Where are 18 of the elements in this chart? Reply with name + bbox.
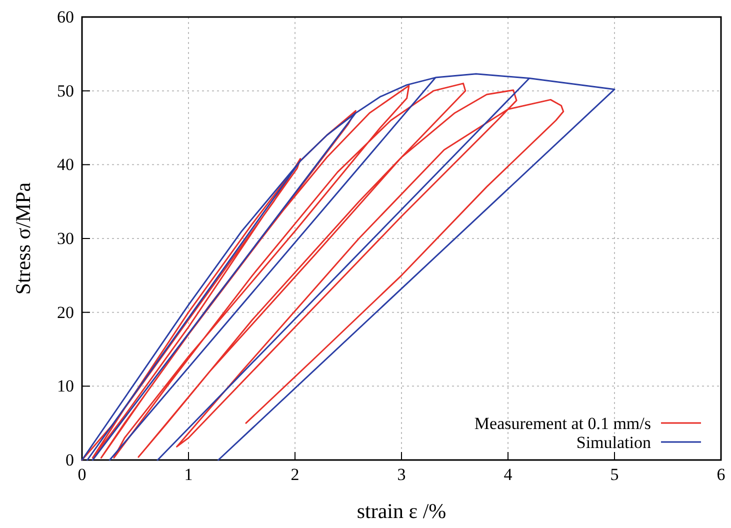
x-tick-label: 3 [397,465,406,484]
legend-label: Measurement at 0.1 mm/s [474,414,651,433]
legend-label: Simulation [576,432,652,452]
x-tick-label: 4 [504,465,513,484]
y-tick-label: 0 [66,450,74,470]
x-tick-label: 5 [610,465,619,484]
x-tick-label: 0 [78,465,86,484]
x-axis-title: strain ε /% [356,499,446,523]
x-tick-label: 1 [184,465,193,484]
y-tick-label: 50 [57,81,74,100]
x-tick-label: 6 [716,465,726,484]
y-tick-label: 40 [57,155,74,174]
y-tick-label: 30 [57,228,74,248]
y-tick-label: 20 [57,302,74,322]
y-tick-label: 60 [57,7,74,26]
y-tick-label: 10 [57,376,74,396]
x-tick-label: 2 [290,465,300,484]
y-axis-title: Stress σ/MPa [11,182,35,295]
